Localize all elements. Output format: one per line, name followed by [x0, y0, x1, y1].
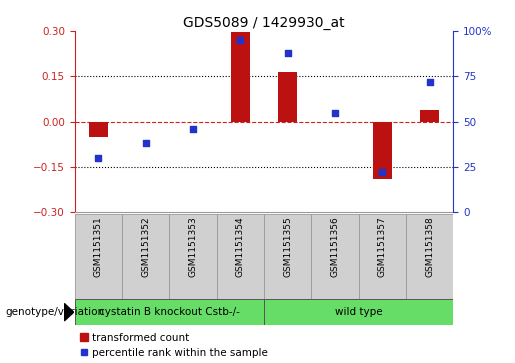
- Text: GSM1151352: GSM1151352: [141, 217, 150, 277]
- Bar: [75, 299, 264, 325]
- Bar: [311, 214, 358, 299]
- Bar: [278, 72, 297, 122]
- Bar: [169, 214, 217, 299]
- Bar: [264, 299, 453, 325]
- Bar: [406, 214, 453, 299]
- Text: GSM1151357: GSM1151357: [377, 217, 387, 277]
- Bar: [217, 214, 264, 299]
- Text: GSM1151354: GSM1151354: [236, 217, 245, 277]
- Text: GSM1151358: GSM1151358: [425, 217, 434, 277]
- Text: GSM1151353: GSM1151353: [188, 217, 197, 277]
- Text: GSM1151351: GSM1151351: [94, 217, 103, 277]
- Bar: [89, 122, 108, 137]
- Point: [142, 140, 150, 146]
- Point: [378, 170, 386, 175]
- Point: [189, 126, 197, 132]
- Text: GSM1151356: GSM1151356: [331, 217, 339, 277]
- Point: [283, 50, 291, 56]
- Title: GDS5089 / 1429930_at: GDS5089 / 1429930_at: [183, 16, 345, 30]
- Bar: [420, 110, 439, 122]
- Bar: [75, 214, 122, 299]
- Point: [94, 155, 102, 161]
- Bar: [358, 214, 406, 299]
- Text: cystatin B knockout Cstb-/-: cystatin B knockout Cstb-/-: [99, 307, 240, 317]
- Bar: [122, 214, 169, 299]
- Bar: [373, 122, 392, 179]
- Bar: [231, 32, 250, 122]
- Bar: [264, 214, 311, 299]
- Text: wild type: wild type: [335, 307, 382, 317]
- Legend: transformed count, percentile rank within the sample: transformed count, percentile rank withi…: [80, 333, 268, 358]
- Polygon shape: [64, 303, 74, 321]
- Point: [425, 79, 434, 85]
- Point: [236, 37, 245, 43]
- Point: [331, 110, 339, 115]
- Text: genotype/variation: genotype/variation: [5, 307, 104, 317]
- Text: GSM1151355: GSM1151355: [283, 217, 292, 277]
